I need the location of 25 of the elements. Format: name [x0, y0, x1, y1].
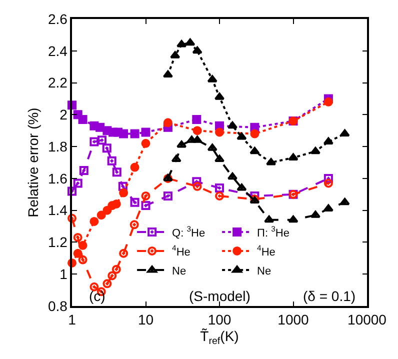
y-tick-label: 1.4 — [48, 202, 68, 218]
y-axis-title: Relative error (%) — [25, 108, 42, 218]
y-tick-label: 2 — [60, 106, 68, 123]
legend-label: Q: $^{3}$He — [172, 224, 206, 240]
y-tick-label: 2.4 — [48, 42, 68, 59]
y-tick-label: 1.2 — [48, 234, 68, 250]
legend-label: $^{4}$He — [172, 244, 190, 258]
x-tick-label: 10000 — [348, 312, 387, 328]
y-tick-label: 1.6 — [48, 170, 68, 186]
legend-label: Ne — [257, 265, 272, 278]
annotation: (δ = 0.1) — [303, 288, 356, 304]
y-tick-label: 0.8 — [48, 298, 68, 314]
x-axis-title: T̃$_{ref}$(K) — [200, 328, 239, 347]
y-tick-label: 2.2 — [48, 74, 68, 91]
x-tick-label: 10 — [138, 312, 154, 328]
annotation: (S-model) — [189, 288, 250, 304]
x-tick-label: 1000 — [278, 312, 310, 328]
y-tick-label: 2.6 — [48, 10, 68, 27]
x-tick-label: 100 — [208, 312, 232, 328]
legend-label: $^{4}$He — [257, 244, 276, 258]
legend-label: Ne — [172, 265, 186, 278]
y-tick-label: 1.8 — [48, 138, 68, 154]
annotation: (c) — [89, 288, 106, 304]
y-tick-label: 1 — [60, 266, 68, 282]
legend-label: Π: $^{3}$He — [257, 224, 290, 240]
